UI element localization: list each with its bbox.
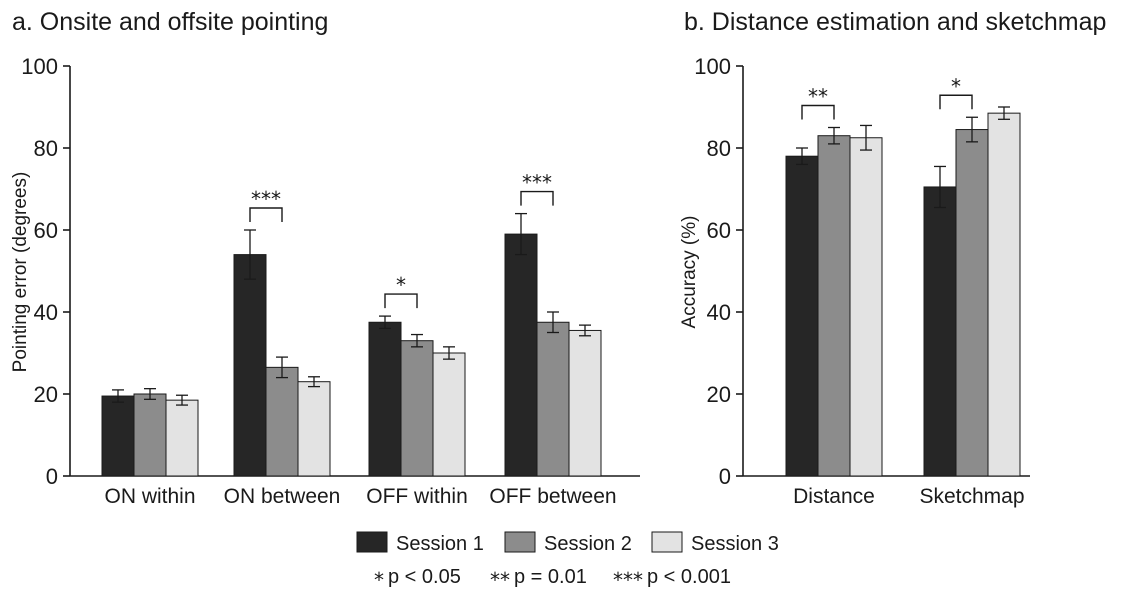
x-tick-label: Sketchmap — [919, 485, 1024, 508]
error-bar — [176, 394, 188, 406]
bar-sketchmap-session-2 — [955, 129, 989, 477]
x-tick-label: OFF between — [489, 485, 616, 508]
error-bar — [379, 315, 391, 330]
sig-key-text-2: p = 0.01 — [514, 566, 587, 588]
x-tick-label: OFF within — [366, 485, 468, 508]
legend-swatch-session-3 — [651, 531, 683, 553]
panel-b-title: b. Distance estimation and sketchmap — [684, 8, 1106, 36]
bar-distance-session-2 — [817, 135, 851, 477]
error-bar — [515, 212, 527, 256]
significance-bracket — [249, 207, 283, 222]
legend-swatch-session-2 — [504, 531, 536, 553]
bar-off-between-session-3 — [568, 329, 602, 477]
y-tick-label: 40 — [707, 300, 731, 325]
bar-off-within-session-1 — [368, 321, 402, 477]
bar-on-between-session-1 — [233, 254, 267, 477]
x-tick-label: Distance — [793, 485, 875, 508]
error-bar — [998, 106, 1010, 120]
bar-distance-session-3 — [849, 137, 883, 477]
significance-stars: * — [396, 273, 406, 297]
bar-sketchmap-session-1 — [923, 186, 957, 477]
x-tick-label: ON within — [104, 485, 195, 508]
significance-bracket — [801, 104, 835, 120]
bar-sketchmap-session-3 — [987, 112, 1021, 477]
error-bar — [112, 389, 124, 403]
y-tick-label: 40 — [34, 300, 58, 325]
sig-key-stars-3: *** — [613, 568, 643, 592]
significance-stars: * — [951, 74, 961, 98]
y-tick-label: 0 — [719, 464, 731, 489]
significance-stars: *** — [522, 171, 552, 195]
bar-off-between-session-2 — [536, 321, 570, 477]
error-bar — [860, 124, 872, 151]
error-bar — [144, 388, 156, 400]
y-tick-label: 100 — [21, 54, 58, 79]
error-bar — [244, 229, 256, 280]
bar-on-between-session-2 — [265, 366, 299, 477]
significance-bracket — [384, 293, 418, 309]
y-tick-label: 100 — [694, 54, 731, 79]
sig-key-text-1: p < 0.05 — [388, 566, 461, 588]
error-bar — [579, 324, 591, 337]
bar-off-between-session-1 — [504, 233, 538, 477]
legend-label-session-2: Session 2 — [544, 533, 632, 555]
panel-a-plot: 0 20 40 60 80 100 ON within ON between OFF withi… — [21, 54, 640, 508]
bar-on-within-session-3 — [165, 399, 199, 477]
error-bar — [828, 126, 840, 145]
legend-label-session-1: Session 1 — [396, 533, 484, 555]
bar-on-within-session-2 — [133, 393, 167, 477]
y-tick-label: 60 — [34, 218, 58, 243]
error-bar — [934, 165, 946, 209]
y-tick-label: 0 — [46, 464, 58, 489]
y-tick-label: 60 — [707, 218, 731, 243]
y-tick-label: 20 — [34, 382, 58, 407]
x-tick-label: ON between — [224, 485, 341, 508]
sig-key-stars-2: ** — [490, 568, 510, 592]
error-bar — [276, 356, 288, 379]
significance-key: * p < 0.05 ** p = 0.01 *** p < 0.001 — [374, 566, 731, 592]
error-bar — [308, 376, 320, 388]
significance-bracket — [520, 190, 554, 206]
significance-stars: ** — [808, 85, 828, 109]
significance-stars: *** — [251, 187, 281, 211]
panel-b-ylabel: Accuracy (%) — [679, 216, 700, 329]
error-bar — [443, 346, 455, 360]
legend: Session 1 Session 2 Session 3 — [356, 531, 779, 555]
sig-key-stars-1: * — [374, 568, 384, 592]
panel-a-title: a. Onsite and offsite pointing — [12, 8, 328, 36]
error-bar — [966, 116, 978, 143]
panel-a-ylabel: Pointing error (degrees) — [10, 172, 31, 373]
y-tick-label: 20 — [707, 382, 731, 407]
bar-distance-session-1 — [785, 155, 819, 477]
error-bar — [547, 311, 559, 334]
significance-bracket — [939, 94, 973, 110]
bar-on-within-session-1 — [101, 395, 135, 477]
y-tick-label: 80 — [707, 136, 731, 161]
bar-off-within-session-2 — [400, 340, 434, 477]
legend-label-session-3: Session 3 — [691, 533, 779, 555]
error-bar — [796, 147, 808, 166]
y-tick-label: 80 — [34, 136, 58, 161]
sig-key-text-3: p < 0.001 — [647, 566, 731, 588]
legend-swatch-session-1 — [356, 531, 388, 553]
error-bar — [411, 333, 423, 348]
bar-off-within-session-3 — [432, 352, 466, 477]
bar-on-between-session-3 — [297, 381, 331, 477]
